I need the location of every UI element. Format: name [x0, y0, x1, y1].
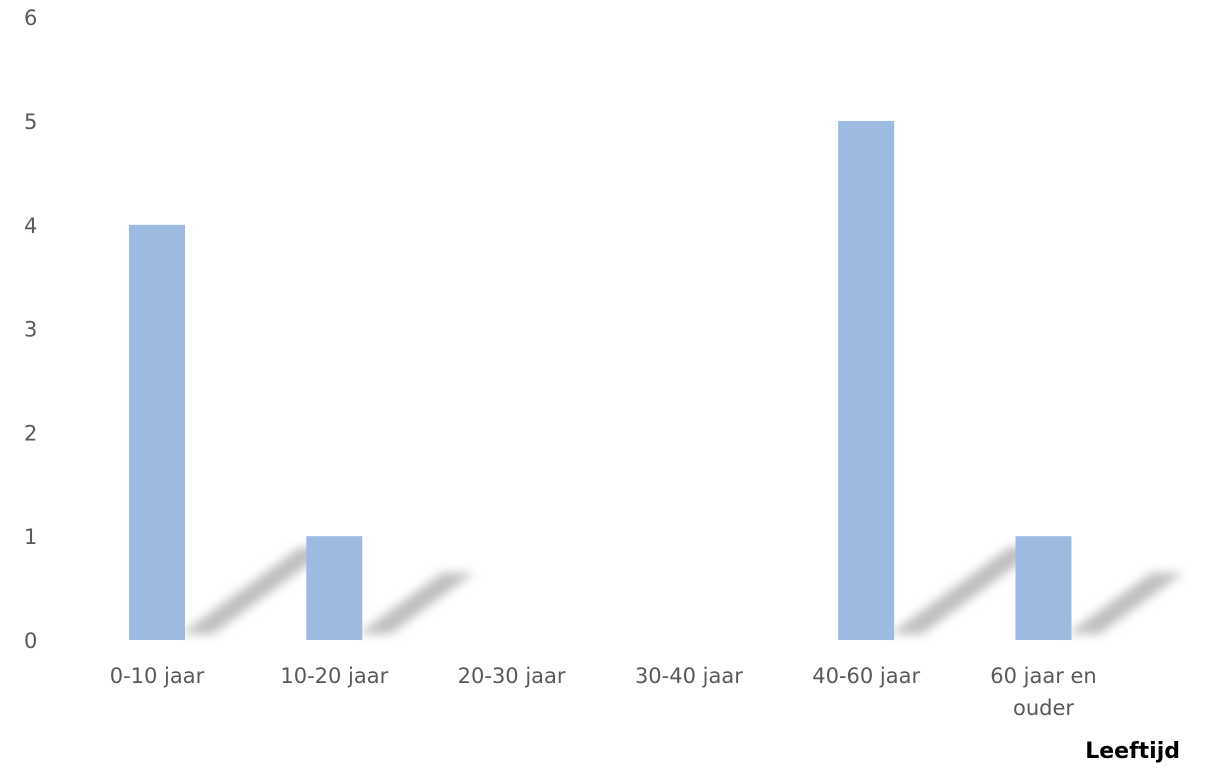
y-tick-label: 4	[24, 214, 37, 238]
x-category-label: 20-30 jaar	[458, 664, 566, 688]
bar-shadow	[1067, 572, 1184, 634]
y-tick-label: 3	[24, 318, 37, 342]
x-category-label: 40-60 jaar	[812, 664, 920, 688]
y-tick-label: 6	[24, 6, 37, 30]
y-tick-label: 2	[24, 421, 37, 445]
bar-shadows	[181, 547, 1184, 634]
bar-shadow	[181, 547, 332, 634]
x-category-label: 10-20 jaar	[280, 664, 388, 688]
y-tick-label: 0	[24, 629, 37, 653]
x-category-label: 30-40 jaar	[635, 664, 743, 688]
bar	[129, 224, 185, 641]
bar	[306, 536, 363, 640]
y-tick-label: 5	[24, 110, 37, 134]
bar	[838, 121, 895, 640]
bar-shadow	[358, 572, 475, 634]
bars	[129, 121, 1072, 641]
y-tick-label: 1	[24, 525, 37, 549]
bar-shadow	[890, 547, 1042, 634]
y-axis-tick-labels: 0 1 2 3 4 5 6	[24, 6, 37, 653]
x-category-label: 60 jaar en ouder	[990, 664, 1097, 720]
bar	[1015, 536, 1072, 640]
x-axis-title: Leeftijd	[1085, 739, 1180, 764]
x-axis-category-labels: 0-10 jaar 10-20 jaar 20-30 jaar 30-40 jaar 4…	[110, 664, 1097, 720]
x-category-label: 0-10 jaar	[110, 664, 205, 688]
